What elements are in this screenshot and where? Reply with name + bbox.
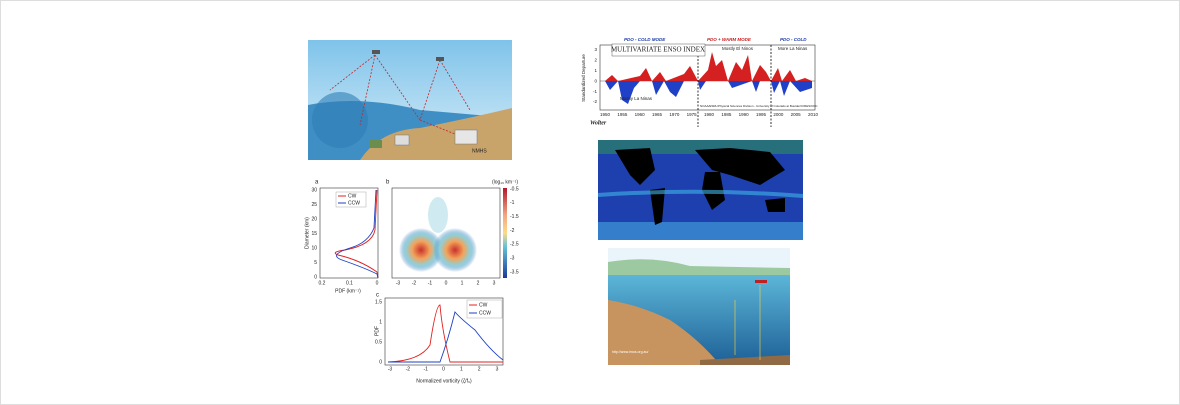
tick-label: -2 <box>593 99 597 104</box>
tick-label: -1 <box>593 89 597 94</box>
diagram-label: NMHS <box>472 148 487 154</box>
tick-label: 10 <box>311 245 317 251</box>
tick-label: 2010 <box>808 112 819 117</box>
satellite-diagram: NMHS <box>308 40 512 160</box>
tick-label: 0 <box>594 78 597 83</box>
credit: NOAA/ESRL/Physical Sciences Division - U… <box>700 104 818 108</box>
legend-entry: CCW <box>348 200 360 206</box>
tick-label: 0.1 <box>346 280 353 286</box>
axis-label: Diameter (km) <box>304 217 310 249</box>
tick-label: -2.5 <box>510 242 519 248</box>
url: http://www.imos.org.au/ <box>612 350 648 354</box>
tick-label: -2 <box>412 280 417 286</box>
tick-label: 2005 <box>791 112 802 117</box>
eddy-figure: a CW CCW Diameter (km) PDF (km⁻¹) b (log… <box>304 179 519 384</box>
tick-label: -1 <box>423 366 428 372</box>
tick-label: -2 <box>406 366 411 372</box>
tick-label: -3.5 <box>510 269 519 275</box>
tick-label: 1 <box>594 68 597 73</box>
tick-label: 15 <box>311 231 317 237</box>
tick-label: -1 <box>510 200 515 206</box>
tick-label: 1975 <box>687 112 698 117</box>
legend-entry: CW <box>479 302 488 308</box>
annotation: More La Ninas <box>778 46 808 51</box>
axis-label: Standardized Departure <box>581 54 586 102</box>
tick-label: 0 <box>379 359 382 365</box>
tick-label: 1.5 <box>375 299 382 305</box>
panel-label: c <box>376 293 379 299</box>
tick-label: -0.5 <box>510 186 519 192</box>
tick-label: 20 <box>311 216 317 222</box>
tick-label: -3 <box>510 255 515 261</box>
tick-label: 1955 <box>617 112 628 117</box>
chart-title: MULTIVARIATE ENSO INDEX <box>611 46 705 54</box>
tick-label: 2 <box>477 280 480 286</box>
panel-label: b <box>386 180 390 186</box>
legend-entry: CW <box>348 193 357 199</box>
axis-label: PDF (km⁻¹) <box>335 288 361 294</box>
tick-label: 2000 <box>773 112 784 117</box>
tick-label: 0 <box>445 280 448 286</box>
tick-label: 1985 <box>721 112 732 117</box>
tick-label: -3 <box>396 280 401 286</box>
tick-label: 3 <box>594 47 597 52</box>
tick-label: 2 <box>594 58 597 63</box>
mode-label: PDO - COLD MODE <box>624 37 666 42</box>
enso-chart: PDO - COLD MODE PDO + WARM MODE PDO - CO… <box>578 37 819 127</box>
tick-label: 1 <box>460 366 463 372</box>
annotation: Mostly El Ninos <box>722 46 754 51</box>
tick-label: 0 <box>376 280 379 286</box>
tick-label: 1950 <box>600 112 611 117</box>
author: Wolter <box>590 120 607 126</box>
tick-label: 0.2 <box>319 280 326 286</box>
tick-label: 5 <box>314 260 317 266</box>
ocean-illustration: http://www.imos.org.au/ <box>608 248 790 365</box>
tick-label: 1990 <box>739 112 750 117</box>
tick-label: 3 <box>496 366 499 372</box>
tick-label: 1 <box>461 280 464 286</box>
mode-label: PDO - COLD <box>780 37 807 42</box>
tick-label: 0.5 <box>375 339 382 345</box>
ocean-map <box>597 140 804 240</box>
axis-label: PDF <box>374 326 380 336</box>
tick-label: 3 <box>493 280 496 286</box>
tick-label: 0 <box>442 366 445 372</box>
tick-label: 30 <box>311 187 317 193</box>
tick-label: 25 <box>311 202 317 208</box>
legend-entry: CCW <box>479 310 491 316</box>
tick-label: 1 <box>379 319 382 325</box>
axis-label: Normalized vorticity (ζ/f₀) <box>416 378 472 384</box>
tick-label: 1965 <box>652 112 663 117</box>
tick-label: 1960 <box>635 112 646 117</box>
mode-label: PDO + WARM MODE <box>707 37 752 42</box>
tick-label: -1 <box>428 280 433 286</box>
colorbar-label: (log₁₀ km⁻¹) <box>492 179 518 185</box>
tick-label: 2 <box>478 366 481 372</box>
tick-label: -1.5 <box>510 214 519 220</box>
tick-label: -2 <box>510 228 515 234</box>
panel-label: a <box>315 180 319 186</box>
tick-label: 1980 <box>704 112 715 117</box>
annotation: Mostly La Ninas <box>620 96 653 101</box>
tick-label: 1995 <box>756 112 767 117</box>
tick-label: -3 <box>388 366 393 372</box>
tick-label: 0 <box>314 274 317 280</box>
tick-label: 1970 <box>669 112 680 117</box>
